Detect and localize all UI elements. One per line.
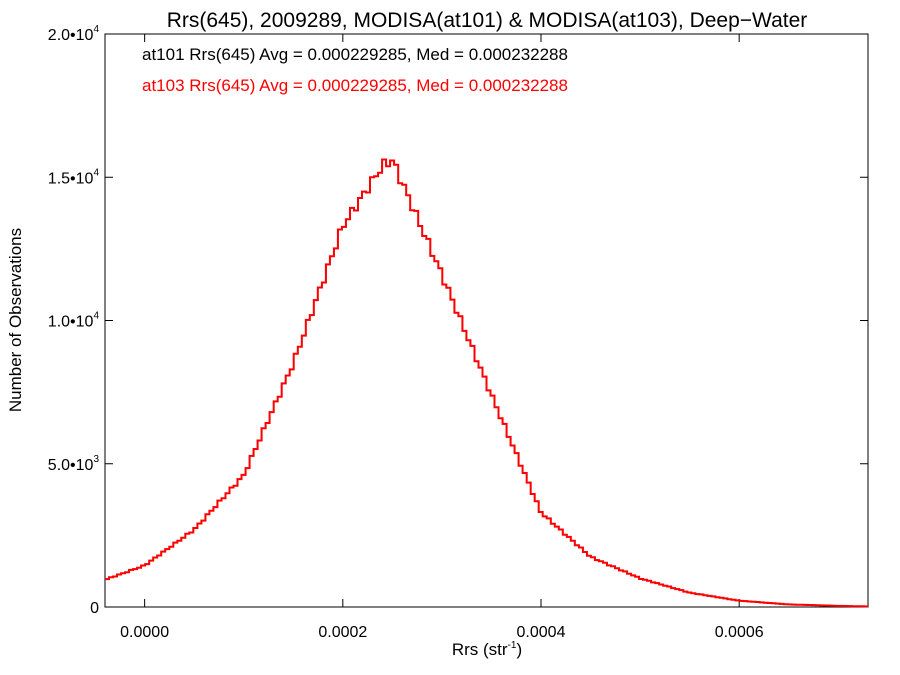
annotation-at101: at101 Rrs(645) Avg = 0.000229285, Med = … [142, 45, 568, 64]
x-tick-label: 0.0004 [517, 624, 566, 641]
y-tick-label: 5.0•103 [48, 454, 100, 474]
chart-title: Rrs(645), 2009289, MODISA(at101) & MODIS… [167, 9, 808, 32]
annotation-at103: at103 Rrs(645) Avg = 0.000229285, Med = … [142, 76, 568, 95]
x-axis-label-sup: -1 [508, 640, 517, 651]
plot-area-frame [104, 33, 869, 608]
y-tick-label: 1.0•104 [48, 311, 100, 331]
x-axis-label: Rrs (str-1) [452, 640, 522, 659]
y-tick-label: 0 [90, 600, 99, 617]
series-layer [105, 158, 868, 608]
x-tick-label: 0.0002 [318, 624, 367, 641]
series-line-at103 [105, 158, 868, 608]
x-tick-label: 0.0006 [715, 624, 764, 641]
y-axis-label: Number of Observations [6, 228, 25, 412]
y-axis: 0 5.0•103 1.0•104 1.5•104 2.0•104 [48, 24, 868, 617]
x-axis-label-main: Rrs (str [452, 640, 508, 659]
y-tick-label: 2.0•104 [48, 24, 100, 44]
y-tick-label: 1.5•104 [48, 167, 100, 187]
x-tick-label: 0.0000 [120, 624, 169, 641]
annotations: at101 Rrs(645) Avg = 0.000229285, Med = … [142, 45, 568, 95]
x-axis-label-tail: ) [516, 640, 522, 659]
x-axis: 0.0000 0.0002 0.0004 0.0006 [120, 34, 764, 641]
